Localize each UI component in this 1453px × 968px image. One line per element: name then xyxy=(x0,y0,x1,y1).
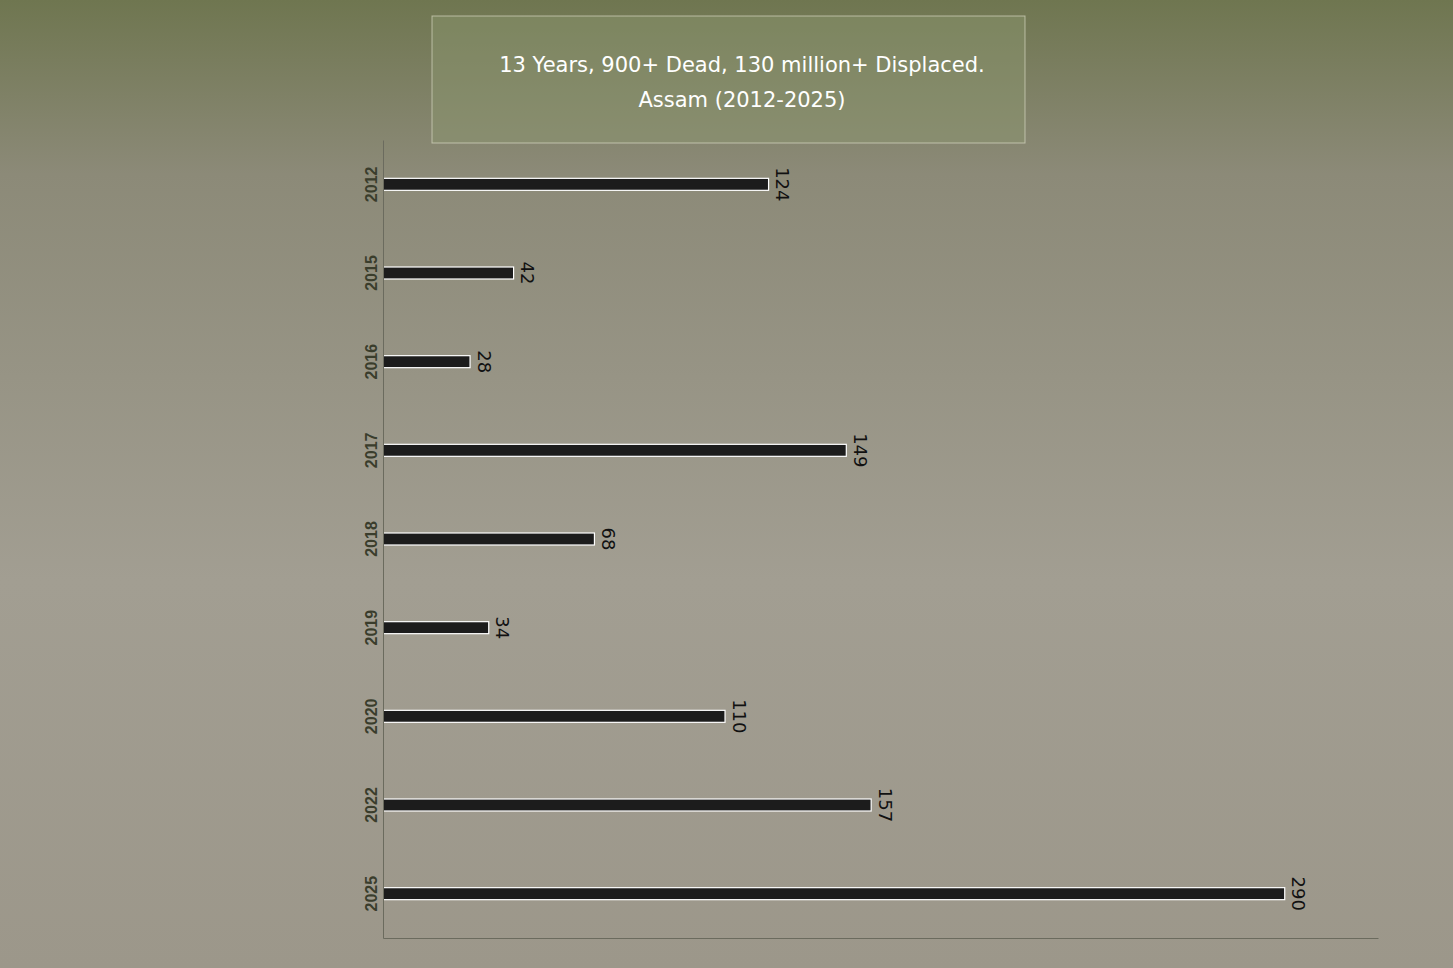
data-label: 34 xyxy=(492,616,513,639)
bar xyxy=(383,533,594,545)
bar xyxy=(383,178,769,190)
y-tick-label: 2017 xyxy=(363,432,380,468)
x-axis xyxy=(384,938,1379,939)
y-tick-label: 2022 xyxy=(363,787,380,823)
y-tick: 2015 xyxy=(363,255,383,291)
subtitle: Assam (2012-2025) xyxy=(638,88,845,112)
y-tick: 2019 xyxy=(363,610,383,646)
y-tick-label: 2018 xyxy=(363,521,380,557)
y-tick-label: 2015 xyxy=(363,255,380,291)
plot: 2012 2015 2016 2017 2018 2019 2020 2022 2025 124 4… xyxy=(363,141,1379,939)
y-tick: 2016 xyxy=(363,344,383,380)
background xyxy=(0,0,1453,968)
y-tick-label: 2020 xyxy=(363,698,380,734)
y-tick: 2012 xyxy=(363,166,383,202)
data-label: 157 xyxy=(875,788,896,822)
data-label: 28 xyxy=(474,350,495,373)
y-tick: 2018 xyxy=(363,521,383,557)
data-label: 290 xyxy=(1288,876,1309,910)
y-tick: 2017 xyxy=(363,432,383,468)
data-label: 110 xyxy=(729,699,750,733)
y-tick-label: 2016 xyxy=(363,344,380,380)
bar xyxy=(383,267,514,279)
y-tick: 2025 xyxy=(363,876,383,912)
data-label: 68 xyxy=(598,528,619,551)
bar xyxy=(383,710,725,722)
chart-svg: 13 Years, 900+ Dead, 130 million+ Displa… xyxy=(0,0,1453,968)
bar xyxy=(383,356,470,368)
x-axis-line xyxy=(384,938,1379,939)
bar xyxy=(383,799,871,811)
y-tick: 2020 xyxy=(363,698,383,734)
bar xyxy=(383,444,846,456)
data-label: 149 xyxy=(850,433,871,467)
y-axis: 2012 2015 2016 2017 2018 2019 2020 2022 2025 xyxy=(363,141,384,939)
y-tick-label: 2012 xyxy=(363,166,380,202)
title: 13 Years, 900+ Dead, 130 million+ Displa… xyxy=(499,53,985,77)
bar xyxy=(383,888,1285,900)
bars xyxy=(383,178,1285,899)
data-label: 124 xyxy=(772,167,793,201)
y-tick-label: 2019 xyxy=(363,610,380,646)
bar xyxy=(383,622,489,634)
y-tick-label: 2025 xyxy=(363,876,380,912)
title-box xyxy=(432,16,1025,143)
data-label: 42 xyxy=(517,262,538,285)
data-labels: 124 42 28 149 68 34 110 157 290 xyxy=(474,167,1310,911)
y-tick: 2022 xyxy=(363,787,383,823)
y-axis-line xyxy=(383,141,384,939)
